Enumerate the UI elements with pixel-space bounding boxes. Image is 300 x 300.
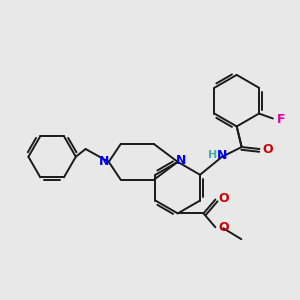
Text: H: H bbox=[208, 150, 218, 160]
Text: O: O bbox=[262, 142, 273, 155]
Text: N: N bbox=[217, 149, 227, 162]
Text: O: O bbox=[218, 192, 229, 205]
Text: N: N bbox=[176, 154, 186, 167]
Text: N: N bbox=[99, 155, 109, 168]
Text: O: O bbox=[218, 221, 229, 234]
Text: F: F bbox=[277, 113, 285, 126]
